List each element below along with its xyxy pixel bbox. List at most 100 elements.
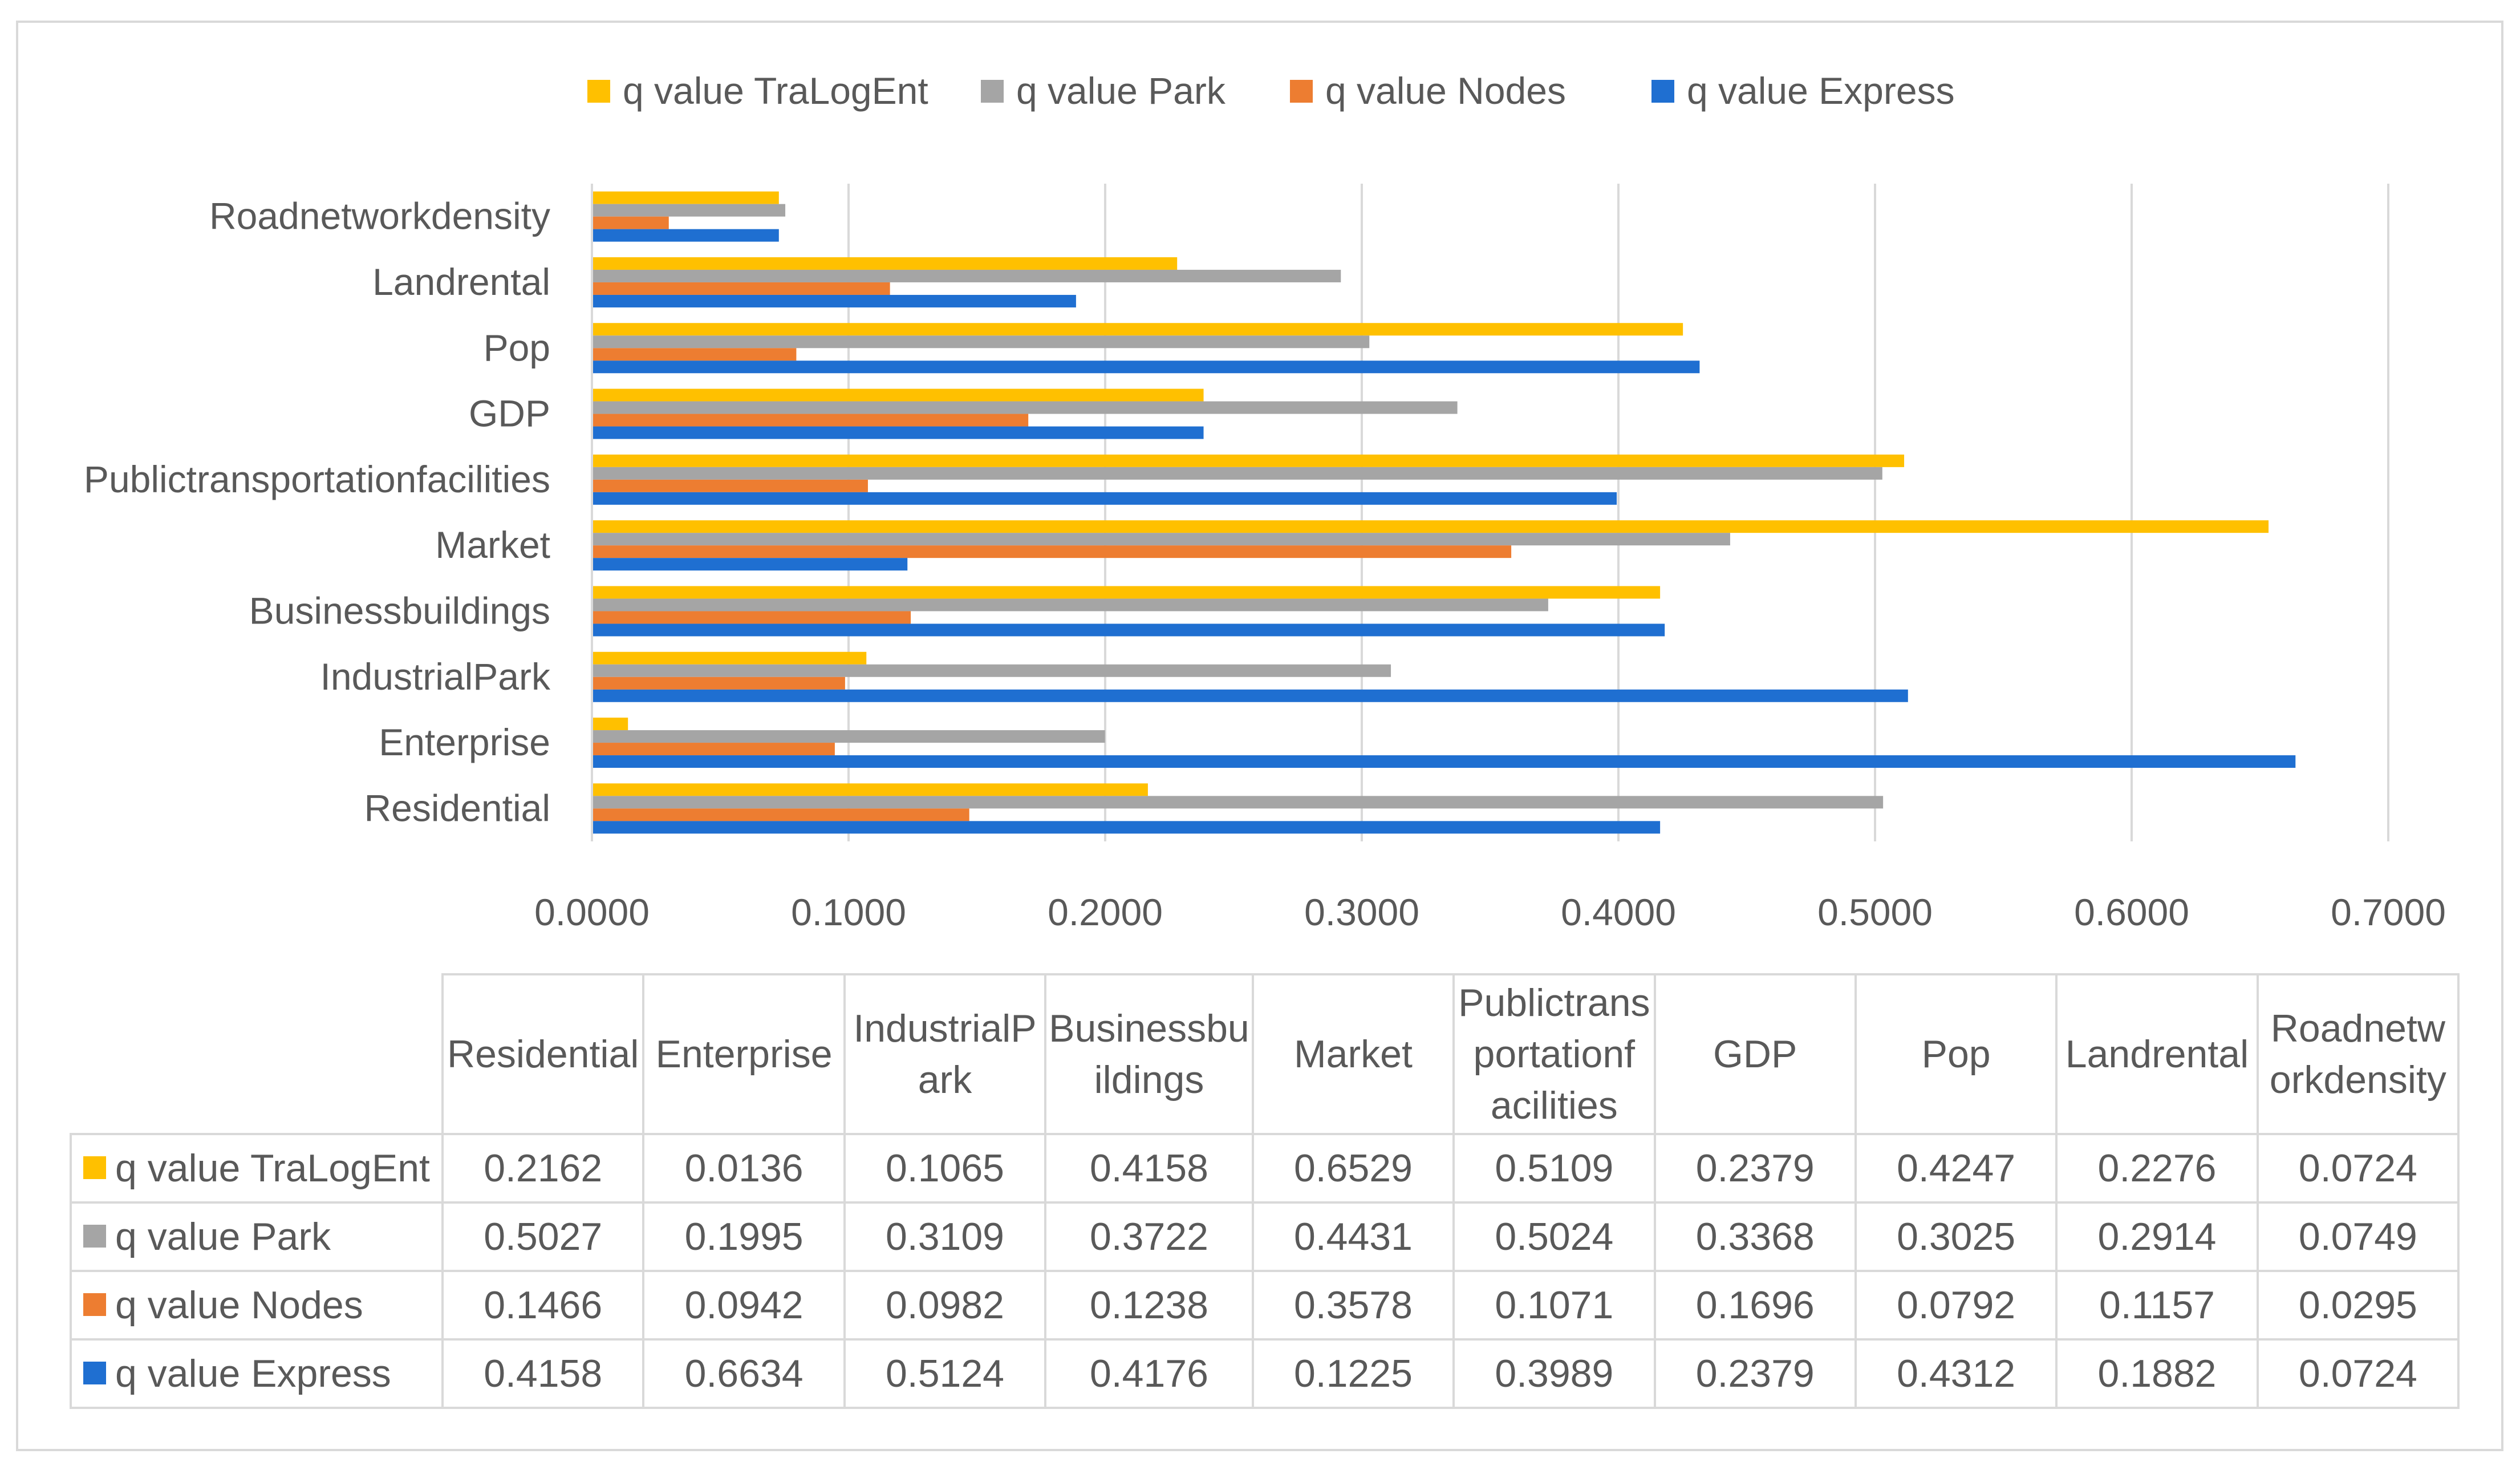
value-axis-tick-labels: 0.0000 0.1000 0.2000 0.3000 0.4000 0.5000 0.60… bbox=[534, 891, 2446, 933]
table-row-label: q value Nodes bbox=[70, 1270, 444, 1341]
table-cell: 0.1238 bbox=[1044, 1270, 1254, 1341]
bar-q-value-tralogent-gdp bbox=[593, 388, 1204, 402]
table-cell: 0.5027 bbox=[441, 1201, 645, 1272]
bar-q-value-park-businessbuildings bbox=[593, 598, 1548, 612]
table-cell: 0.5024 bbox=[1452, 1201, 1656, 1272]
bar-q-value-express-businessbuildings bbox=[593, 623, 1665, 637]
category-label: Roadnetworkdensity bbox=[209, 195, 550, 237]
bar-q-value-express-landrental bbox=[593, 294, 1076, 307]
category-label: GDP bbox=[469, 392, 550, 435]
table-cell: 0.4158 bbox=[441, 1338, 645, 1409]
table-cell: 0.3578 bbox=[1251, 1270, 1455, 1341]
table-cell: 0.0136 bbox=[642, 1133, 846, 1204]
table-cell: 0.1071 bbox=[1452, 1270, 1656, 1341]
table-header-enterprise: Enterprise bbox=[642, 973, 846, 1135]
table-cell: 0.2276 bbox=[2055, 1133, 2259, 1204]
bar-q-value-tralogent-businessbuildings bbox=[593, 586, 1661, 599]
x-tick-label: 0.3000 bbox=[1304, 891, 1419, 933]
bar-q-value-nodes-industrialpark bbox=[593, 677, 845, 690]
category-label: Publictransportationfacilities bbox=[84, 458, 550, 500]
category-label: IndustrialPark bbox=[320, 655, 551, 698]
table-header-line: Market bbox=[1294, 1032, 1413, 1076]
category-label: Businessbuildings bbox=[249, 589, 550, 631]
x-tick-label: 0.7000 bbox=[2331, 891, 2446, 933]
table-header-line: Pop bbox=[1921, 1032, 1991, 1076]
table-legend-key bbox=[83, 1225, 106, 1248]
bar-q-value-express-industrialpark bbox=[593, 689, 1908, 702]
bar-q-value-park-industrialpark bbox=[593, 664, 1391, 677]
table-cell: 0.6634 bbox=[642, 1338, 846, 1409]
table-cell: 0.3722 bbox=[1044, 1201, 1254, 1272]
category-label: Residential bbox=[364, 787, 550, 829]
table-header-line: portationf bbox=[1473, 1032, 1636, 1076]
table-cell: 0.1882 bbox=[2055, 1338, 2259, 1409]
table-header-landrental: Landrental bbox=[2055, 973, 2259, 1135]
table-row-label: q value Express bbox=[70, 1338, 444, 1409]
table-header-line: Roadnetw bbox=[2270, 1007, 2445, 1050]
bars bbox=[593, 191, 2296, 834]
table-cell: 0.5124 bbox=[843, 1338, 1047, 1409]
bar-q-value-park-landrental bbox=[593, 269, 1341, 282]
table-cell: 0.3989 bbox=[1452, 1338, 1656, 1409]
bar-q-value-express-pop bbox=[593, 361, 1700, 374]
table-header-gdp: GDP bbox=[1653, 973, 1857, 1135]
table-row: q value TraLogEnt 0.2162 0.0136 0.1065 0.415… bbox=[70, 1133, 2460, 1204]
table-cell: 0.3368 bbox=[1653, 1201, 1857, 1272]
bar-q-value-tralogent-market bbox=[593, 520, 2269, 533]
bar-q-value-express-publictransportationfacilities bbox=[593, 492, 1617, 505]
legend: q value TraLogEnt q value Park q value Nod… bbox=[587, 70, 1955, 112]
category-label: Landrental bbox=[372, 261, 550, 303]
chart-frame bbox=[16, 21, 2503, 1451]
table-cell: 0.6529 bbox=[1251, 1133, 1455, 1204]
table-header-line: IndustrialP bbox=[853, 1007, 1037, 1050]
legend-key-q-value-nodes bbox=[1290, 80, 1313, 103]
category-label: Pop bbox=[484, 326, 550, 368]
bar-q-value-nodes-pop bbox=[593, 348, 797, 361]
table-header-line: ildings bbox=[1094, 1058, 1204, 1102]
table-cell: 0.2379 bbox=[1653, 1133, 1857, 1204]
bar-q-value-park-roadnetworkdensity bbox=[593, 204, 786, 217]
table-header-line: Residential bbox=[447, 1032, 639, 1076]
table-cell: 0.2162 bbox=[441, 1133, 645, 1204]
table-header-line: Businessbu bbox=[1049, 1007, 1249, 1050]
table-cell: 0.0749 bbox=[2256, 1201, 2460, 1272]
legend-label: q value Nodes bbox=[1325, 70, 1566, 112]
bar-q-value-park-gdp bbox=[593, 401, 1458, 414]
table-cell: 0.0724 bbox=[2256, 1133, 2460, 1204]
table-header-line: Landrental bbox=[2065, 1032, 2249, 1076]
bar-q-value-tralogent-industrialpark bbox=[593, 651, 867, 665]
table-header-line: Publictrans bbox=[1458, 981, 1650, 1024]
table-cell: 0.0982 bbox=[843, 1270, 1047, 1341]
table-header-pop: Pop bbox=[1854, 973, 2058, 1135]
bar-q-value-nodes-enterprise bbox=[593, 743, 835, 756]
x-tick-label: 0.6000 bbox=[2074, 891, 2189, 933]
bar-chart: q value TraLogEnt q value Park q value Nod… bbox=[84, 70, 2446, 933]
category-label: Enterprise bbox=[379, 721, 550, 763]
table-header-businessbuildings: Businessbu ildings bbox=[1044, 973, 1254, 1135]
table-legend-key bbox=[83, 1293, 106, 1317]
bar-q-value-express-enterprise bbox=[593, 755, 2296, 768]
table-cell: 0.4176 bbox=[1044, 1338, 1254, 1409]
table-row: q value Park 0.5027 0.1995 0.3109 0.3722 0.44… bbox=[70, 1201, 2460, 1272]
bar-q-value-park-market bbox=[593, 533, 1730, 546]
x-tick-label: 0.1000 bbox=[791, 891, 906, 933]
bar-q-value-nodes-gdp bbox=[593, 414, 1029, 427]
table-cell: 0.1065 bbox=[843, 1133, 1047, 1204]
bar-q-value-tralogent-enterprise bbox=[593, 718, 628, 731]
table-cell: 0.1696 bbox=[1653, 1270, 1857, 1341]
bar-q-value-nodes-landrental bbox=[593, 282, 890, 295]
table-header-line: GDP bbox=[1713, 1032, 1797, 1076]
table-cell: 0.0792 bbox=[1854, 1270, 2058, 1341]
table-cell: 0.1225 bbox=[1251, 1338, 1455, 1409]
table-header-publictransportationfacilities: Publictrans portationf acilities bbox=[1452, 973, 1656, 1135]
table-cell: 0.0942 bbox=[642, 1270, 846, 1341]
x-tick-label: 0.0000 bbox=[534, 891, 650, 933]
table-row: q value Express 0.4158 0.6634 0.5124 0.4176 0… bbox=[70, 1338, 2460, 1409]
bar-q-value-nodes-market bbox=[593, 545, 1512, 558]
series-name: q value Express bbox=[115, 1352, 391, 1395]
bar-q-value-nodes-businessbuildings bbox=[593, 611, 911, 624]
table-cell: 0.1466 bbox=[441, 1270, 645, 1341]
legend-label: q value Express bbox=[1687, 70, 1955, 112]
table-header-roadnetworkdensity: Roadnetw orkdensity bbox=[2256, 973, 2460, 1135]
table-cell: 0.0295 bbox=[2256, 1270, 2460, 1341]
